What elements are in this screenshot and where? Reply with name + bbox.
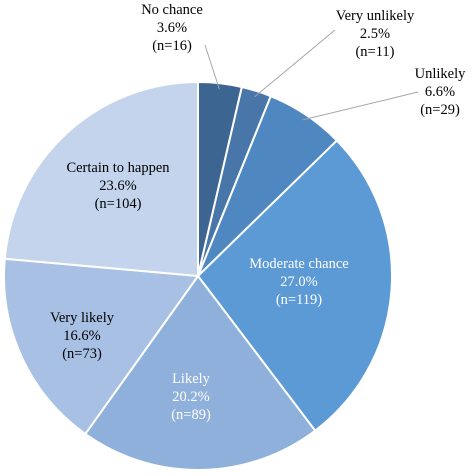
slice-label-certain-to-happen: Certain to happen 23.6% (n=104) xyxy=(66,160,170,212)
slice-label-very-unlikely: Very unlikely 2.5% (n=11) xyxy=(336,8,415,60)
slice-label-very-likely: Very likely 16.6% (n=73) xyxy=(50,310,115,362)
slice-label-unlikely: Unlikely 6.6% (n=29) xyxy=(415,66,466,118)
pie-slice-certain-to-happen xyxy=(3,81,199,277)
slice-label-pct: 16.6% xyxy=(63,328,100,344)
slice-label-name: Very unlikely xyxy=(336,8,415,24)
slice-label-name: Moderate chance xyxy=(249,256,348,272)
slice-label-name: Likely xyxy=(172,371,211,387)
pie-slice-moderate-chance xyxy=(197,139,393,432)
slice-label-name: Certain to happen xyxy=(66,160,170,176)
slice-label-n: (n=16) xyxy=(152,38,192,54)
slice-label-pct: 27.0% xyxy=(280,274,317,290)
slice-label-pct: 20.2% xyxy=(172,389,209,405)
leader-line-very-unlikely xyxy=(254,29,336,98)
slice-label-n: (n=73) xyxy=(62,346,102,362)
pie-slice-likely xyxy=(84,275,317,471)
slice-label-n: (n=89) xyxy=(171,407,211,423)
pie-slice-very-likely xyxy=(3,257,199,435)
leader-line-unlikely xyxy=(302,91,419,121)
slice-labels: No chance 3.6% (n=16) Very unlikely 2.5% (n=1… xyxy=(50,2,466,423)
slice-label-moderate-chance: Moderate chance 27.0% (n=119) xyxy=(249,256,348,308)
slice-label-name: Unlikely xyxy=(415,66,466,82)
slice-label-pct: 3.6% xyxy=(157,20,187,36)
slice-label-pct: 23.6% xyxy=(99,178,136,194)
slice-label-name: No chance xyxy=(141,2,203,18)
slice-label-likely: Likely 20.2% (n=89) xyxy=(171,371,211,423)
leader-lines xyxy=(204,29,419,121)
slice-label-n: (n=29) xyxy=(420,102,460,118)
slice-label-pct: 2.5% xyxy=(360,26,390,42)
slice-label-n: (n=119) xyxy=(276,292,322,308)
slice-label-n: (n=11) xyxy=(355,44,394,60)
slice-label-no-chance: No chance 3.6% (n=16) xyxy=(141,2,203,54)
slice-label-n: (n=104) xyxy=(95,196,142,212)
slice-label-pct: 6.6% xyxy=(425,84,455,100)
slice-label-name: Very likely xyxy=(50,310,115,326)
pie-slices xyxy=(3,81,393,471)
leader-line-no-chance xyxy=(204,44,220,90)
